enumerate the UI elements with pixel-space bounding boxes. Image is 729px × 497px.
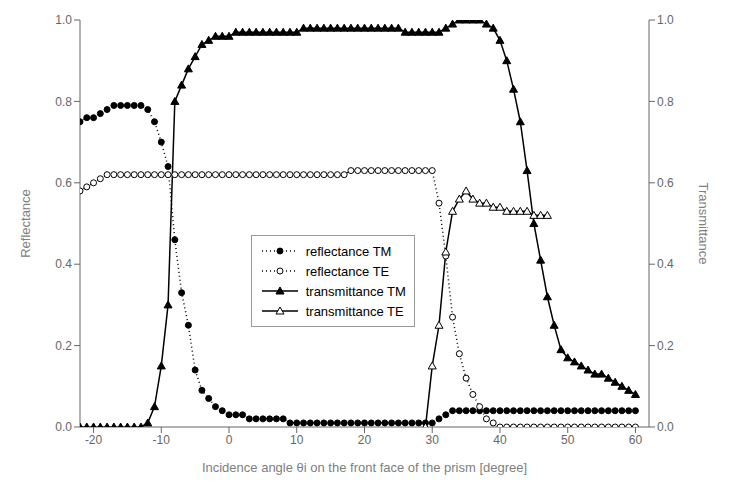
svg-text:0.2: 0.2 bbox=[55, 339, 72, 353]
svg-text:0.8: 0.8 bbox=[55, 95, 72, 109]
svg-text:30: 30 bbox=[426, 433, 440, 447]
svg-text:-20: -20 bbox=[85, 433, 103, 447]
svg-text:10: 10 bbox=[290, 433, 304, 447]
svg-text:0.4: 0.4 bbox=[55, 257, 72, 271]
svg-text:0.8: 0.8 bbox=[657, 95, 674, 109]
html-text:reflectance TE: reflectance TE bbox=[305, 264, 390, 279]
svg-text:0.6: 0.6 bbox=[657, 176, 674, 190]
svg-text:0.0: 0.0 bbox=[55, 420, 72, 434]
html-text:reflectance TM: reflectance TM bbox=[305, 244, 392, 259]
svg-text:0.4: 0.4 bbox=[657, 257, 674, 271]
html-text:transmittance TM: transmittance TM bbox=[305, 284, 406, 299]
svg-text:0.0: 0.0 bbox=[657, 420, 674, 434]
svg-text:Incidence angle θi on the fron: Incidence angle θi on the front face of … bbox=[202, 460, 527, 475]
svg-text:0: 0 bbox=[226, 433, 233, 447]
svg-text:1.0: 1.0 bbox=[55, 13, 72, 27]
svg-text:0.6: 0.6 bbox=[55, 176, 72, 190]
svg-text:60: 60 bbox=[629, 433, 643, 447]
html-text:transmittance TE: transmittance TE bbox=[305, 304, 404, 319]
svg-text:40: 40 bbox=[493, 433, 507, 447]
svg-text:20: 20 bbox=[358, 433, 372, 447]
svg-text:1.0: 1.0 bbox=[657, 13, 674, 27]
svg-text:Transmittance: Transmittance bbox=[696, 183, 711, 265]
svg-text:Reflectance: Reflectance bbox=[18, 189, 33, 258]
svg-text:50: 50 bbox=[561, 433, 575, 447]
svg-text:0.2: 0.2 bbox=[657, 339, 674, 353]
svg-text:-10: -10 bbox=[153, 433, 171, 447]
